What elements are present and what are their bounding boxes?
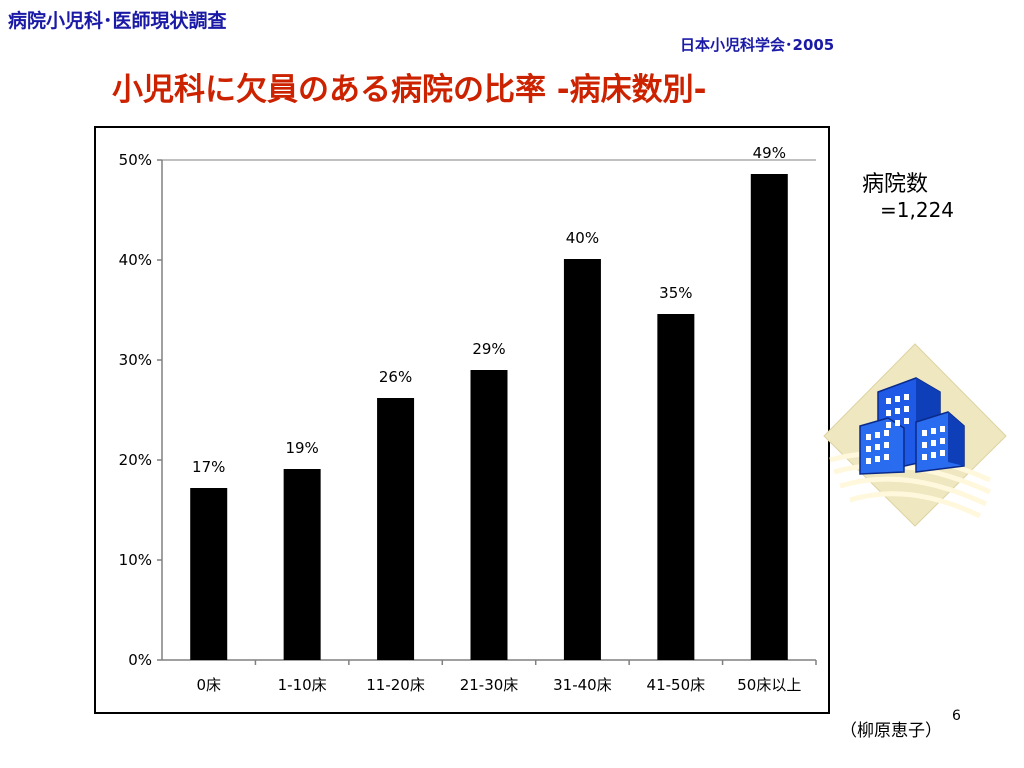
office-buildings-icon (820, 340, 1010, 534)
x-tick-label: 50床以上 (737, 676, 801, 694)
data-label: 49% (753, 144, 786, 162)
bar (190, 488, 228, 660)
y-tick-label: 50% (119, 151, 152, 169)
y-tick-label: 10% (119, 551, 152, 569)
bar (750, 174, 788, 660)
x-tick-label: 1-10床 (278, 676, 327, 694)
data-label: 29% (472, 340, 505, 358)
survey-title: 病院小児科･医師現状調査 (8, 10, 227, 32)
bar (657, 314, 695, 660)
data-label: 19% (285, 439, 318, 457)
x-tick-label: 21-30床 (460, 676, 519, 694)
y-tick-label: 20% (119, 451, 152, 469)
bar (283, 469, 321, 660)
hospital-count-label: 病院数 (862, 172, 929, 197)
x-tick-label: 41-50床 (647, 676, 706, 694)
x-tick-label: 31-40床 (553, 676, 612, 694)
y-tick-label: 0% (128, 651, 152, 669)
data-label: 26% (379, 368, 412, 386)
page-number: 6 (952, 708, 961, 724)
x-tick-label: 0床 (196, 676, 221, 694)
bar (563, 259, 601, 660)
y-tick-label: 30% (119, 351, 152, 369)
bar-chart: 0% 10% 20% 30% 40% 50% 17% 0床 19% 1-10床 26% 11-20床 2… (119, 144, 817, 694)
page-title: 小児科に欠員のある病院の比率 -病床数別- (112, 72, 707, 108)
bar (377, 398, 415, 660)
org-source-label: 日本小児科学会･2005 (680, 36, 835, 54)
data-label: 35% (659, 284, 692, 302)
data-label: 17% (192, 458, 225, 476)
author-credit: （柳原恵子） (840, 721, 942, 741)
hospital-count-value: =1,224 (880, 198, 955, 222)
chart-frame: 0% 10% 20% 30% 40% 50% 17% 0床 19% 1-10床 26% 11-20床 2… (94, 126, 830, 714)
data-label: 40% (566, 229, 599, 247)
x-tick-label: 11-20床 (366, 676, 425, 694)
bar (470, 370, 508, 660)
y-tick-label: 40% (119, 251, 152, 269)
